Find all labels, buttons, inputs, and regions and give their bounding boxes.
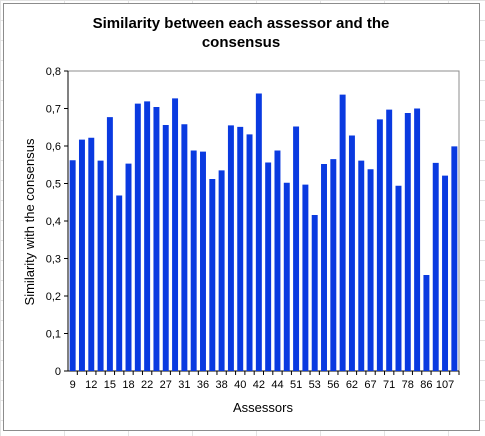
plot-layer: 0 0,1 0,2 0,3 0,4 0,5 0,6 0,7 0,8 9 12 15 18 22 27 31 36… [46, 66, 460, 391]
chart-title-line-2: consensus [202, 34, 280, 51]
x-tick-label: 15 [104, 379, 116, 391]
x-tick-label: 42 [253, 379, 265, 391]
bar [134, 103, 141, 371]
bar [116, 195, 123, 371]
x-tick-label: 27 [160, 379, 172, 391]
bar [78, 139, 85, 371]
bar [181, 124, 188, 371]
bar [153, 107, 160, 371]
x-tick-label: 86 [420, 379, 432, 391]
x-tick-label: 107 [436, 379, 454, 391]
chart-title-line-1: Similarity between each assessor and the [93, 15, 390, 32]
y-tick-label: 0,8 [46, 66, 61, 78]
y-tick-label: 0,5 [46, 179, 61, 191]
x-tick-label: 67 [364, 379, 376, 391]
bar [302, 184, 309, 371]
bar [293, 126, 300, 371]
y-tick-label: 0,3 [46, 254, 61, 266]
bar [106, 117, 113, 371]
bar-chart: Similarity between each assessor and the… [22, 15, 460, 415]
x-tick-label: 22 [141, 379, 153, 391]
bar [246, 134, 253, 371]
bar [423, 275, 430, 371]
y-tick-label: 0,1 [46, 329, 61, 341]
x-tick-label: 9 [70, 379, 76, 391]
bar [442, 175, 449, 371]
bar [386, 109, 393, 371]
x-tick-label: 78 [402, 379, 414, 391]
y-tick-label: 0,2 [46, 291, 61, 303]
bar [451, 146, 458, 371]
bar [311, 215, 318, 371]
bar [162, 125, 169, 371]
x-axis-title: Assessors [233, 400, 293, 415]
bar [274, 150, 281, 371]
bar [144, 101, 151, 371]
y-axis-title: Similarity with the consensus [22, 138, 37, 305]
bar [218, 170, 225, 371]
x-tick-label: 62 [346, 379, 358, 391]
bar [88, 137, 95, 371]
bar [255, 93, 262, 371]
bar [97, 160, 104, 371]
x-tick-label: 56 [327, 379, 339, 391]
bar [190, 150, 197, 371]
bar [330, 159, 337, 371]
bar [227, 125, 234, 371]
bar [348, 135, 355, 371]
x-tick-label: 12 [85, 379, 97, 391]
bar [265, 162, 272, 371]
y-tick-label: 0,6 [46, 141, 61, 153]
bar [283, 182, 290, 371]
bar [414, 108, 421, 371]
bar [125, 163, 132, 371]
bar [69, 160, 76, 371]
x-tick-label: 31 [178, 379, 190, 391]
bar [432, 162, 439, 371]
x-tick-label: 71 [383, 379, 395, 391]
bar [321, 164, 327, 371]
x-tick-label: 44 [271, 379, 283, 391]
bar [367, 169, 374, 371]
bar [339, 94, 346, 371]
x-tick-label: 51 [290, 379, 302, 391]
bar [404, 113, 411, 371]
bar [200, 151, 206, 371]
x-tick-label: 53 [309, 379, 321, 391]
bar [358, 160, 365, 371]
bar [237, 126, 244, 371]
bar [172, 98, 179, 371]
chart-area[interactable]: Similarity between each assessor and the… [3, 3, 480, 431]
x-tick-label: 40 [234, 379, 246, 391]
x-tick-label: 18 [122, 379, 134, 391]
y-tick-label: 0,4 [46, 216, 61, 228]
bar [376, 119, 383, 371]
y-tick-label: 0,7 [46, 104, 61, 116]
x-tick-label: 38 [215, 379, 227, 391]
x-tick-label: 36 [197, 379, 209, 391]
y-tick-label: 0 [55, 366, 61, 378]
bar [209, 179, 216, 371]
bar [395, 185, 402, 371]
